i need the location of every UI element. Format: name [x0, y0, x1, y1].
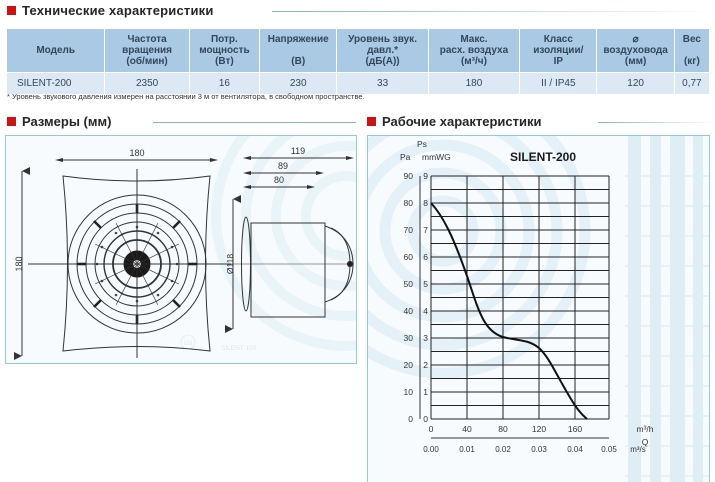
svg-text:G8: G8 — [184, 340, 193, 347]
svg-text:0: 0 — [408, 414, 413, 424]
svg-text:0: 0 — [429, 424, 434, 434]
svg-text:120: 120 — [532, 424, 546, 434]
svg-text:mmWG: mmWG — [422, 152, 451, 162]
svg-text:160: 160 — [568, 424, 582, 434]
svg-text:6: 6 — [423, 252, 428, 262]
svg-text:50: 50 — [404, 279, 414, 289]
svg-text:4: 4 — [423, 306, 428, 316]
svg-text:70: 70 — [404, 225, 414, 235]
svg-text:m³/s: m³/s — [630, 445, 646, 454]
svg-text:SILENT 100: SILENT 100 — [221, 345, 257, 352]
svg-text:2: 2 — [423, 360, 428, 370]
svg-text:0.02: 0.02 — [495, 445, 511, 454]
svg-text:80: 80 — [404, 198, 414, 208]
svg-text:0.01: 0.01 — [459, 445, 475, 454]
svg-text:5: 5 — [423, 279, 428, 289]
svg-text:1: 1 — [423, 387, 428, 397]
svg-text:m³/h: m³/h — [637, 424, 654, 434]
svg-text:60: 60 — [404, 252, 414, 262]
svg-text:0.05: 0.05 — [601, 445, 617, 454]
svg-text:80: 80 — [498, 424, 508, 434]
svg-text:Ps: Ps — [417, 139, 427, 149]
svg-text:0.00: 0.00 — [423, 445, 439, 454]
svg-text:0: 0 — [423, 414, 428, 424]
svg-text:9: 9 — [423, 171, 428, 181]
svg-text:SILENT-200: SILENT-200 — [510, 150, 576, 164]
svg-text:119: 119 — [291, 146, 305, 156]
svg-text:180: 180 — [14, 256, 24, 271]
svg-text:8: 8 — [423, 198, 428, 208]
svg-text:0.04: 0.04 — [567, 445, 583, 454]
svg-text:80: 80 — [274, 175, 284, 185]
svg-text:3: 3 — [423, 333, 428, 343]
svg-text:89: 89 — [278, 161, 288, 171]
svg-text:180: 180 — [129, 148, 144, 158]
svg-text:0.03: 0.03 — [531, 445, 547, 454]
svg-text:40: 40 — [462, 424, 472, 434]
svg-text:10: 10 — [404, 387, 414, 397]
svg-text:Pa: Pa — [400, 152, 411, 162]
svg-text:7: 7 — [423, 225, 428, 235]
svg-text:20: 20 — [404, 360, 414, 370]
svg-text:40: 40 — [404, 306, 414, 316]
svg-text:90: 90 — [404, 171, 414, 181]
svg-text:30: 30 — [404, 333, 414, 343]
